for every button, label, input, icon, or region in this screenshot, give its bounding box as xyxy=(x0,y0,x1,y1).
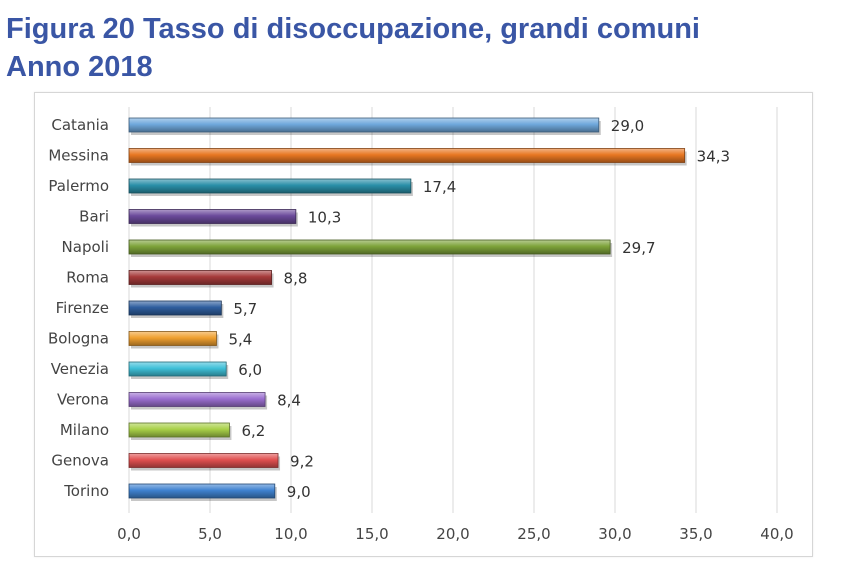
x-tick-label: 15,0 xyxy=(355,525,388,543)
bar-chart: 0,0 5,0 10,0 15,0 20,0 25,0 30,0 35,0 40,0 Catani… xyxy=(48,107,794,543)
category-label: Bologna xyxy=(48,330,109,348)
category-label: Messina xyxy=(48,147,109,165)
data-label: 9,0 xyxy=(287,483,311,501)
x-tick-label: 30,0 xyxy=(598,525,631,543)
data-label: 34,3 xyxy=(697,148,730,166)
category-label: Verona xyxy=(57,391,109,409)
data-label: 5,7 xyxy=(233,300,257,318)
chart-frame: 0,0 5,0 10,0 15,0 20,0 25,0 30,0 35,0 40,0 Catani… xyxy=(34,92,813,557)
category-label: Milano xyxy=(60,421,109,439)
data-label: 8,4 xyxy=(277,392,301,410)
data-label: 6,2 xyxy=(241,422,265,440)
bar-palermo[interactable] xyxy=(128,178,412,194)
category-label: Genova xyxy=(51,452,109,470)
bar-bari[interactable] xyxy=(128,209,297,224)
bar-bologna[interactable] xyxy=(128,331,217,346)
category-label: Catania xyxy=(51,116,109,134)
bars xyxy=(128,117,687,501)
data-label: 17,4 xyxy=(423,178,456,196)
data-label: 10,3 xyxy=(308,209,341,227)
x-tick-label: 35,0 xyxy=(679,525,712,543)
bar-catania[interactable] xyxy=(128,117,600,133)
x-tick-label: 25,0 xyxy=(517,525,550,543)
x-tick-label: 40,0 xyxy=(760,525,793,543)
data-label: 29,7 xyxy=(622,239,655,257)
data-label: 6,0 xyxy=(238,361,262,379)
figure-title: Figura 20 Tasso di disoccupazione, grand… xyxy=(6,13,700,45)
bar-genova[interactable] xyxy=(128,453,279,468)
data-label: 5,4 xyxy=(228,331,252,349)
bar-torino[interactable] xyxy=(128,483,276,499)
category-label: Palermo xyxy=(48,177,109,195)
category-label: Venezia xyxy=(51,360,109,378)
bar-firenze[interactable] xyxy=(128,300,222,316)
labels: 0,0 5,0 10,0 15,0 20,0 25,0 30,0 35,0 40,0 Catani… xyxy=(48,116,794,543)
bar-napoli[interactable] xyxy=(128,239,611,255)
category-label: Firenze xyxy=(56,299,109,317)
category-label: Roma xyxy=(66,269,109,287)
data-label: 8,8 xyxy=(284,270,308,288)
bar-venezia[interactable] xyxy=(128,361,227,377)
bar-roma[interactable] xyxy=(128,270,272,285)
x-tick-label: 0,0 xyxy=(117,525,141,543)
x-tick-label: 20,0 xyxy=(436,525,469,543)
bar-verona[interactable] xyxy=(128,392,266,407)
gridlines xyxy=(128,107,778,513)
figure-subtitle: Anno 2018 xyxy=(6,51,153,83)
category-label: Bari xyxy=(79,208,109,226)
data-label: 29,0 xyxy=(611,117,644,135)
category-label: Napoli xyxy=(62,238,109,256)
bar-messina[interactable] xyxy=(128,148,686,163)
bar-milano[interactable] xyxy=(128,422,230,438)
x-tick-label: 10,0 xyxy=(274,525,307,543)
category-label: Torino xyxy=(63,482,109,500)
x-tick-label: 5,0 xyxy=(198,525,222,543)
data-label: 9,2 xyxy=(290,453,314,471)
